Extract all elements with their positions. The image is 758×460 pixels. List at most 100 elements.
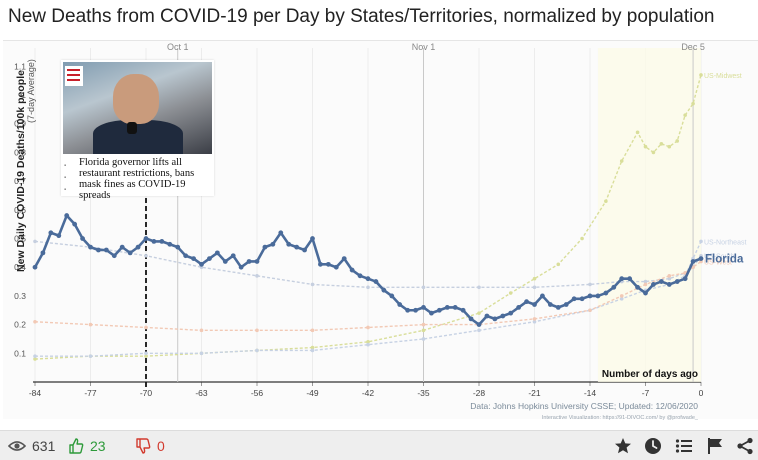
florida-point — [143, 236, 149, 241]
y-tick-label: 0.8 — [14, 147, 26, 157]
florida-point — [413, 307, 418, 313]
florida-point — [563, 302, 569, 307]
florida-point — [325, 261, 331, 267]
y-tick-label: 0.9 — [14, 119, 26, 129]
florida-point — [555, 304, 561, 310]
florida-point — [619, 276, 625, 282]
y-tick-label: 0.4 — [14, 262, 26, 272]
florida-point — [658, 279, 664, 284]
florida-point — [270, 241, 276, 247]
florida-point — [333, 264, 339, 270]
series-point — [699, 73, 703, 77]
x-tick-label: -63 — [195, 388, 208, 398]
florida-point — [579, 296, 585, 302]
florida-point — [365, 276, 371, 282]
florida-point — [238, 264, 244, 270]
news-caption: Florida governor lifts all restaurant re… — [79, 157, 195, 201]
x-tick-label: -84 — [29, 388, 42, 398]
florida-point — [421, 304, 426, 310]
caption-bullets: ▪ ▪ ▪ — [64, 163, 67, 193]
date-marker-label: Oct 1 — [167, 42, 189, 52]
x-tick-label: -77 — [84, 388, 97, 398]
date-marker-label: Dec 5 — [681, 42, 705, 52]
series-point — [255, 328, 259, 333]
florida-point — [32, 264, 38, 270]
news-inset[interactable]: ▪ ▪ ▪ Florida governor lifts all restauran… — [61, 60, 214, 201]
list-icon[interactable] — [675, 437, 693, 455]
series-point — [588, 282, 592, 287]
x-tick-label: -14 — [584, 388, 597, 398]
flag-icon[interactable] — [706, 437, 724, 455]
florida-point — [72, 221, 78, 227]
series-point — [532, 317, 537, 321]
x-axis-label: Number of days ago — [602, 369, 698, 380]
series-point — [619, 296, 624, 301]
clock-icon[interactable] — [644, 437, 662, 455]
florida-point — [397, 302, 403, 307]
florida-point — [674, 279, 680, 284]
series-point — [310, 282, 315, 287]
florida-point — [246, 259, 252, 264]
x-tick-label: 0 — [699, 388, 704, 398]
series-point — [556, 262, 561, 267]
series-point — [255, 274, 259, 278]
series-point — [366, 285, 370, 290]
florida-point — [627, 276, 633, 282]
y-tick-label: 0.5 — [14, 234, 26, 244]
florida-point — [294, 244, 300, 250]
series-label: US-West — [704, 259, 732, 266]
credit-text: Interactive Visualization: https://91-DI… — [542, 415, 699, 420]
series-point — [667, 276, 672, 281]
series-point — [33, 319, 37, 324]
footer-bar: 631 23 0 — [0, 430, 758, 460]
florida-point — [611, 284, 617, 290]
series-point — [619, 159, 624, 163]
y-tick-label: 0.7 — [14, 176, 26, 186]
florida-point — [547, 302, 553, 307]
florida-point — [476, 322, 482, 328]
series-point — [683, 113, 687, 117]
florida-point — [389, 293, 395, 299]
photo-figure-suit — [93, 120, 183, 154]
series-point — [255, 348, 259, 353]
series-point — [199, 351, 204, 356]
series-point — [643, 282, 648, 287]
series-point — [667, 144, 672, 149]
series-point — [366, 325, 370, 330]
florida-point — [167, 241, 173, 247]
florida-point — [373, 279, 379, 284]
series-point — [144, 253, 148, 258]
florida-point — [524, 299, 529, 305]
series-point — [477, 311, 481, 315]
florida-point — [666, 282, 672, 287]
series-point — [88, 354, 93, 358]
dislike-button[interactable]: 0 — [135, 431, 165, 460]
y-tick-label: 1.1 — [14, 61, 26, 71]
photo-microphone — [127, 122, 137, 134]
series-point — [659, 142, 664, 146]
florida-point — [500, 313, 506, 319]
florida-point — [587, 293, 593, 299]
share-icon[interactable] — [736, 437, 754, 455]
florida-point — [64, 213, 70, 218]
florida-point — [484, 313, 490, 319]
florida-point — [56, 233, 62, 239]
florida-point — [682, 276, 688, 282]
florida-point — [103, 247, 109, 253]
star-icon[interactable] — [614, 437, 632, 455]
line-chart: 0.10.20.30.40.50.60.70.80.911.1-84 -77 -70… — [14, 42, 746, 420]
series-point — [366, 342, 370, 347]
florida-point — [468, 316, 474, 322]
florida-point — [595, 293, 601, 299]
florida-point — [341, 256, 347, 262]
florida-point — [119, 244, 125, 250]
florida-point — [254, 259, 260, 264]
like-button[interactable]: 23 — [68, 431, 106, 460]
series-point — [643, 279, 648, 284]
x-tick-label: -49 — [306, 388, 319, 398]
florida-point — [111, 253, 117, 259]
series-point — [366, 340, 370, 344]
source-text: Data: Johns Hopkins University CSSE; Upd… — [470, 401, 698, 411]
x-tick-label: -35 — [417, 388, 430, 398]
florida-label: Florida — [705, 254, 744, 266]
